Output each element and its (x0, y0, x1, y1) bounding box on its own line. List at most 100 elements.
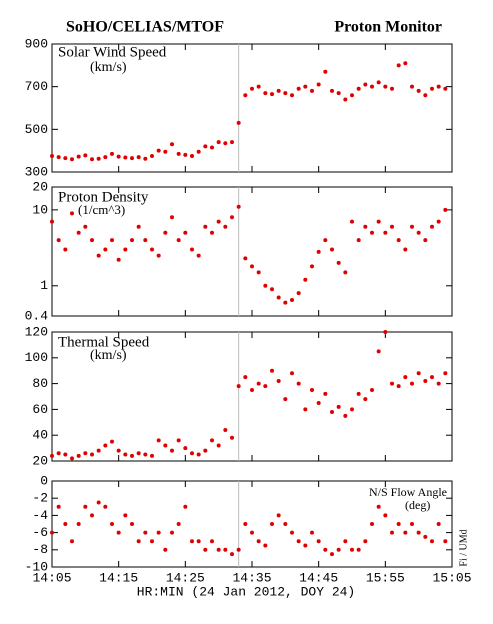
data-point (323, 69, 328, 74)
data-point (436, 84, 441, 89)
data-point (83, 153, 88, 158)
y-tick-label: -6 (32, 525, 48, 540)
data-point (123, 513, 128, 518)
data-point (356, 238, 361, 243)
data-point (63, 247, 68, 252)
data-point (430, 539, 434, 544)
data-point (83, 451, 88, 456)
y-tick-label: 0 (40, 473, 48, 488)
data-point (176, 151, 181, 156)
data-point (383, 513, 388, 518)
data-point (270, 368, 274, 373)
data-point (136, 224, 141, 229)
data-point (296, 381, 301, 386)
y-tick-label: 100 (25, 350, 48, 365)
data-point (316, 539, 321, 544)
data-point (143, 452, 148, 457)
data-point (430, 375, 434, 380)
data-point (303, 84, 308, 89)
data-point (310, 530, 314, 535)
data-point (90, 157, 94, 162)
data-point (416, 230, 421, 235)
data-point (256, 381, 261, 386)
data-point (176, 238, 181, 243)
data-point (203, 144, 208, 149)
data-point (423, 379, 428, 384)
data-point (143, 238, 148, 243)
data-point (416, 88, 421, 93)
data-point (110, 522, 114, 526)
data-point (416, 371, 421, 376)
data-point (263, 384, 268, 389)
data-point (103, 247, 108, 252)
data-point (230, 140, 234, 145)
data-point (303, 407, 308, 412)
data-point (90, 238, 94, 243)
data-point (376, 219, 381, 224)
data-point (190, 247, 194, 252)
data-point (203, 547, 208, 552)
data-point (236, 120, 241, 125)
data-point (423, 534, 428, 539)
data-point (236, 547, 241, 552)
data-point (96, 448, 101, 453)
data-point (356, 547, 361, 552)
data-point (70, 539, 74, 544)
data-point (343, 539, 348, 544)
data-point (163, 230, 168, 235)
data-point (136, 155, 141, 160)
data-point (363, 397, 368, 402)
data-point (150, 539, 154, 544)
y-tick-label: 120 (25, 324, 48, 339)
data-point (210, 145, 214, 150)
data-point (316, 400, 321, 405)
data-point (423, 238, 428, 243)
data-point (396, 522, 401, 526)
data-point (256, 539, 261, 544)
data-point (170, 215, 174, 220)
data-point (216, 547, 221, 552)
data-point (430, 224, 434, 229)
data-point (443, 371, 448, 376)
data-point (236, 204, 241, 209)
data-point (110, 151, 114, 156)
data-point (50, 453, 54, 458)
data-point (216, 443, 221, 448)
y-tick-label: 0.4 (25, 308, 49, 323)
data-point (390, 224, 394, 229)
panel-title: Proton Density (58, 189, 149, 205)
data-point (283, 397, 288, 402)
data-point (90, 452, 94, 457)
data-point (183, 230, 188, 235)
data-point (123, 155, 128, 160)
data-point (130, 156, 134, 161)
data-point (96, 500, 101, 505)
x-tick-label: 14:15 (99, 570, 138, 585)
data-point (363, 224, 368, 229)
data-point (330, 409, 334, 414)
data-point (156, 438, 161, 443)
data-point (323, 238, 328, 243)
x-tick-label: 14:05 (32, 570, 71, 585)
panel-title: Solar Wind Speed (58, 44, 167, 60)
data-point (390, 86, 394, 91)
data-point (350, 219, 354, 224)
data-point (276, 379, 281, 384)
data-point (403, 61, 408, 66)
data-point (443, 207, 448, 212)
data-point (56, 451, 61, 456)
data-point (330, 552, 334, 557)
data-point (190, 539, 194, 544)
data-point (436, 381, 441, 386)
y-tick-label: -4 (32, 508, 48, 523)
data-point (283, 300, 288, 305)
data-point (370, 388, 374, 393)
data-point (50, 530, 54, 535)
data-point (190, 451, 194, 456)
data-point (223, 141, 228, 146)
data-point (423, 93, 428, 98)
data-point (316, 82, 321, 87)
data-point (76, 154, 81, 159)
x-tick-label: 15:55 (366, 570, 405, 585)
data-point (316, 249, 321, 254)
